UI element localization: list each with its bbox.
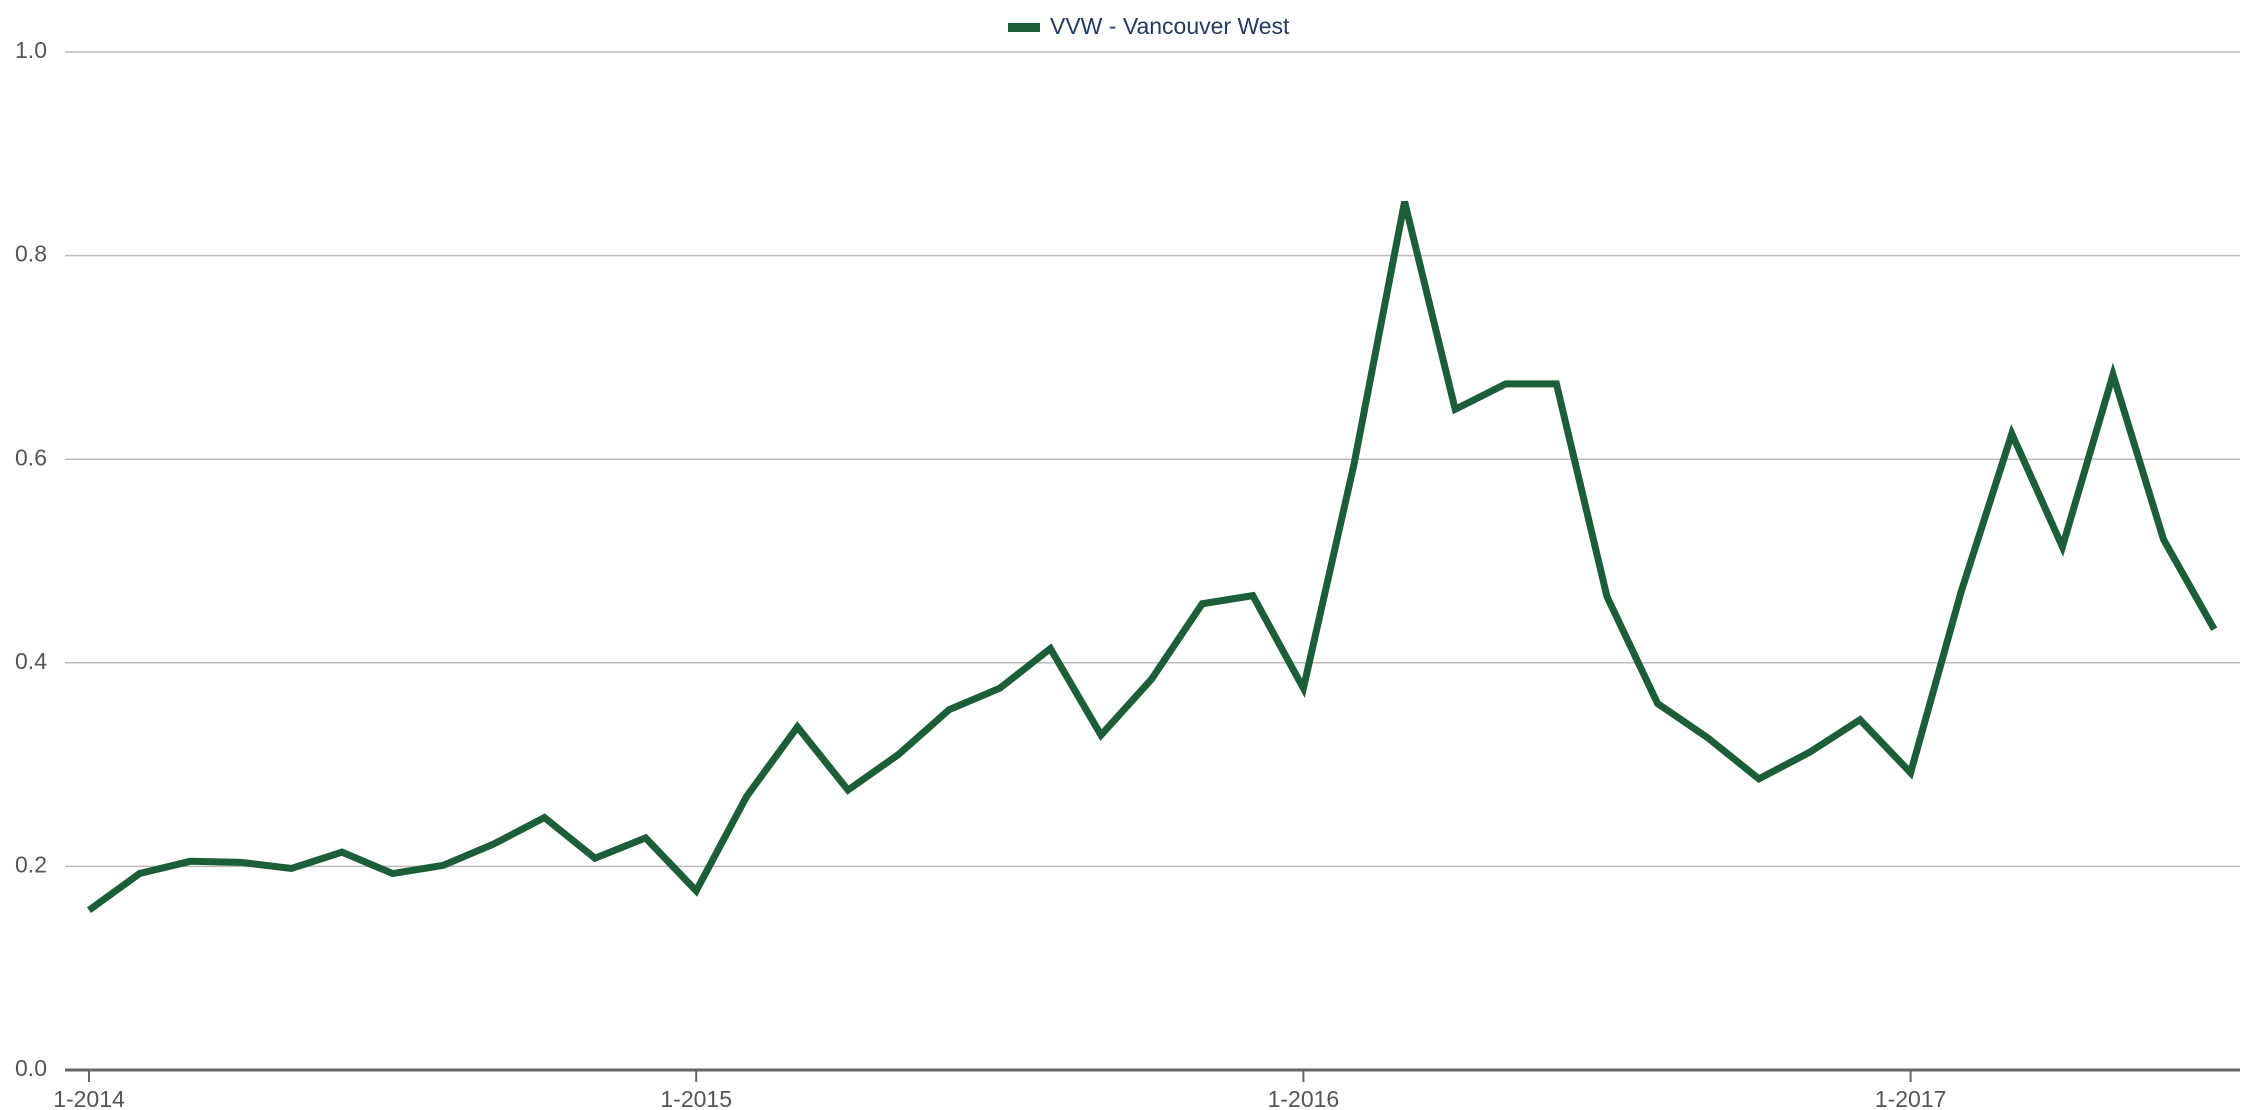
- x-tick-label: 1-2014: [53, 1086, 125, 1110]
- legend-swatch: [1008, 23, 1040, 32]
- y-tick-label: 0.4: [15, 648, 47, 674]
- y-tick-label: 0.0: [15, 1055, 47, 1081]
- x-tick-label: 1-2017: [1875, 1086, 1947, 1110]
- legend-label: VVW - Vancouver West: [1050, 13, 1290, 39]
- y-tick-label: 1.0: [15, 37, 47, 63]
- y-tick-label: 0.6: [15, 444, 47, 470]
- y-tick-label: 0.2: [15, 851, 47, 877]
- y-tick-label: 0.8: [15, 241, 47, 267]
- x-tick-label: 1-2016: [1268, 1086, 1340, 1110]
- x-tick-label: 1-2015: [660, 1086, 732, 1110]
- data-line: [86, 200, 2218, 914]
